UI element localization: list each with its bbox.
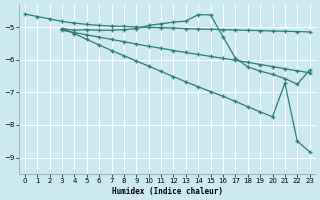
- X-axis label: Humidex (Indice chaleur): Humidex (Indice chaleur): [112, 187, 223, 196]
